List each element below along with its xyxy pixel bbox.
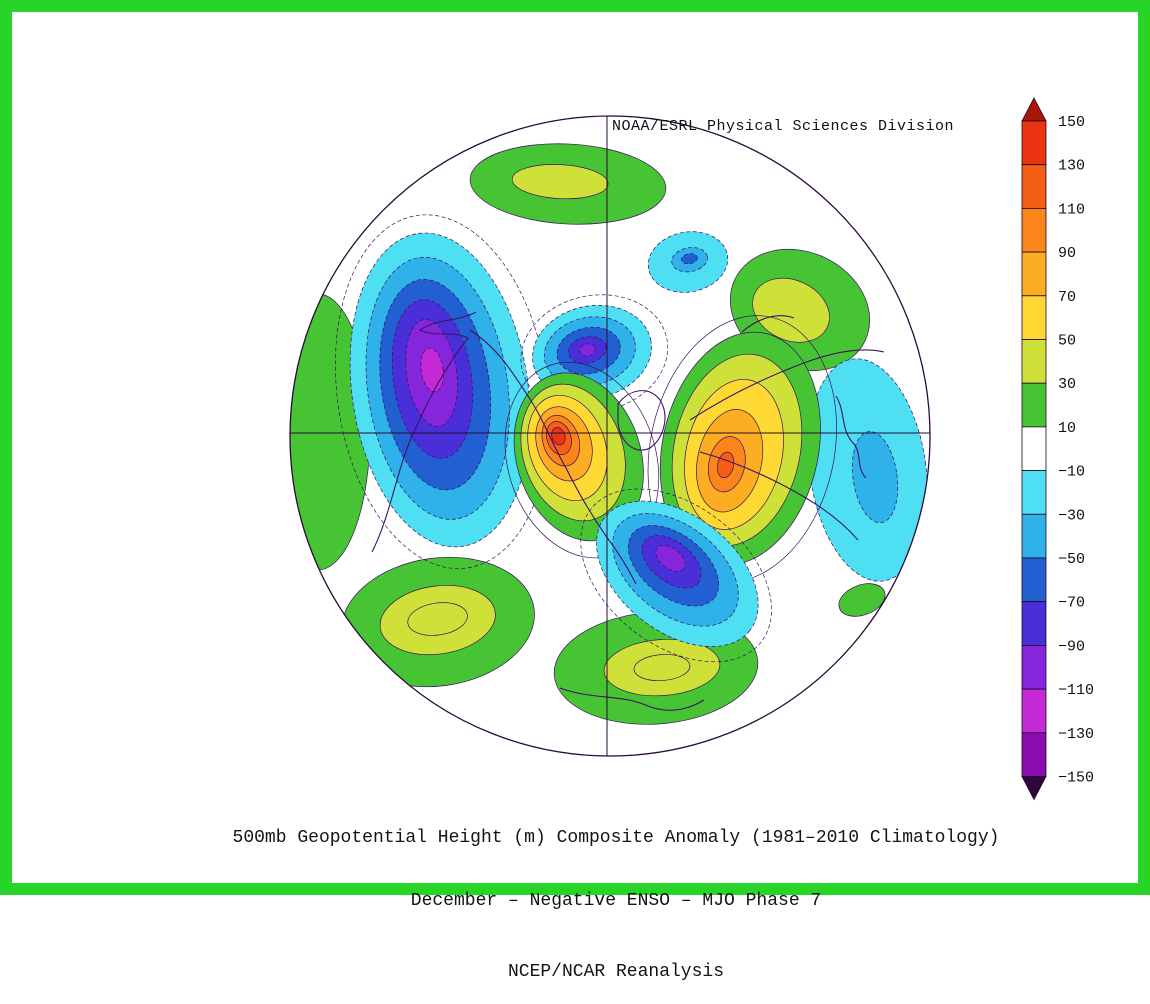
colorbar-tick-label: −50 [1058,551,1085,568]
pacific-negative-anomaly [335,214,550,569]
credit-text: NOAA/ESRL Physical Sciences Division [612,118,955,135]
colorbar-tick-label: 70 [1058,289,1076,306]
caption-source: NCEP/NCAR Reanalysis [507,962,725,982]
colorbar-tick-label: −30 [1058,507,1085,524]
colorbar-segment [1021,251,1047,297]
colorbar-tick-label: 10 [1058,420,1076,437]
coastlines [371,311,885,711]
atlantic-positive-anomaly [647,315,837,583]
colorbar-segment [1021,120,1047,166]
colorbar-segment [1021,470,1047,515]
caption-composite: December – Negative ENSO – MJO Phase 7 [410,891,822,911]
caption-title: 500mb Geopotential Height (m) Composite … [232,828,1000,848]
colorbar-tick-label: −90 [1058,638,1085,655]
colorbar-tick-label: −130 [1058,726,1094,743]
colorbar-tick-label: 130 [1058,158,1085,175]
colorbar-segment [1021,732,1047,777]
southeast-small-green [838,583,886,617]
colorbar-tick-label: 30 [1058,376,1076,393]
colorbar-segment [1021,557,1047,603]
map-outline-circle [289,115,931,757]
colorbar-segment [1021,382,1047,428]
colorbar-segment [1021,513,1047,559]
colorbar-tick-label: 150 [1058,114,1085,131]
colorbar-tick-label: 110 [1058,201,1085,218]
colorbar-segment [1021,601,1047,646]
colorbar-arrow-top [1021,97,1047,122]
colorbar-tick-label: −10 [1058,464,1085,481]
east-cyan-area [808,358,928,582]
colorbar-tick-label: −70 [1058,595,1085,612]
strong-positive-anomaly [504,361,660,559]
topright-cyan-blob [647,231,729,293]
colorbar-segment [1021,164,1047,209]
colorbar-segment [1021,688,1047,734]
colorbar-tick-label: −150 [1058,770,1094,787]
colorbar-arrow-bottom [1021,776,1047,801]
caption-block: 500mb Geopotential Height (m) Composite … [233,786,1000,1004]
north-green-band [469,143,667,225]
colorbar-svg: 150 130 110 90 70 50 30 10 −10 −30 −50 −70 −90 −110 −1… [1021,97,1094,801]
colorbar-tick-label: 50 [1058,333,1076,350]
colorbar: 150 130 110 90 70 50 30 10 −10 −30 −50 −70 −90 −110 −1… [1018,96,1128,809]
colorbar-tick-label: 90 [1058,245,1076,262]
anomaly-map [289,115,931,757]
colorbar-tick-label: −110 [1058,682,1094,699]
noaa-composite-plot-page: { "header": { "credit": "NOAA/ESRL Physi… [0,0,1150,982]
colorbar-segment [1021,339,1047,384]
colorbar-segment [1021,426,1047,471]
bottom-left-green [341,556,535,688]
colorbar-segment [1021,208,1047,253]
graticule-crosshair [290,116,930,756]
colorbar-segment [1021,645,1047,690]
colorbar-segment [1021,295,1047,340]
eastern-na-negative-anomaly [580,488,772,663]
